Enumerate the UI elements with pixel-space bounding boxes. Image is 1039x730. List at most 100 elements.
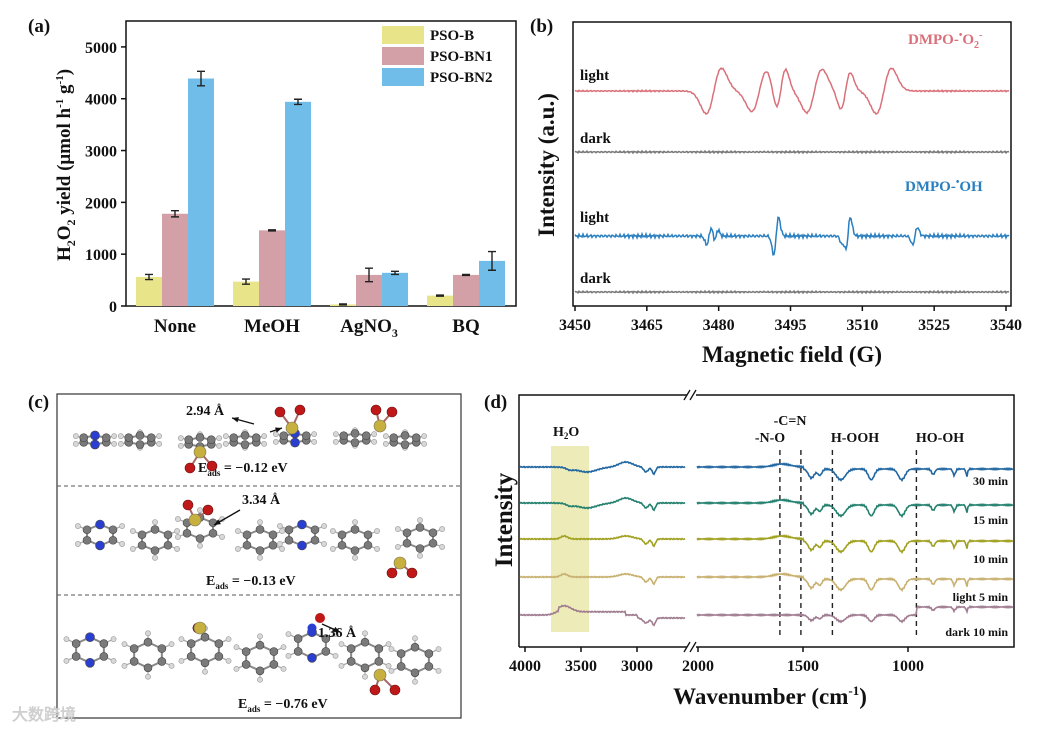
c-hydrogen-atom [222,440,229,447]
d-series-label: 15 min [973,513,1008,527]
c-hydrogen-atom [439,526,445,532]
c-carbon-atom [99,639,109,648]
a-xtick-label: None [154,316,196,337]
c-hydrogen-atom [177,435,184,442]
c-hydrogen-atom [225,636,232,643]
c-hydrogen-atom [388,667,395,674]
c-carbon-atom [415,523,425,532]
d-spectrum-10-min [519,534,1014,554]
c-carbon-atom [229,433,239,443]
c-carbon-atom [415,544,425,553]
c-hydrogen-atom [311,431,318,438]
b-dark-label-1: dark [580,131,612,147]
c-carbon-atom [163,530,173,540]
c-hydrogen-atom [421,433,428,440]
c-hydrogen-atom [233,644,240,651]
c-carbon-atom [163,540,173,550]
c-sulfur-atom [373,668,387,682]
c-carbon-atom [350,438,360,447]
a-bar-pso-bn1 [259,230,285,306]
c-carbon-atom [339,431,349,441]
c-oxygen-atom [369,684,381,696]
c-carbon-atom [242,530,252,540]
c-carbon-atom [269,660,279,669]
c-hydrogen-atom [257,554,263,561]
c-hydrogen-atom [63,636,70,643]
c-hydrogen-atom [197,542,203,549]
c-sulfur-atom [393,556,407,570]
c-carbon-atom [150,525,160,534]
a-error-bar [462,273,470,277]
c-arrow-head [333,626,340,632]
b-xtick-label: 3480 [703,317,735,334]
c-carbon-atom [374,644,384,653]
a-legend-swatch [382,26,424,44]
d-series-label: light 5 min [953,590,1009,604]
b-curve-oh-dark [574,289,1010,295]
c-carbon-atom [82,525,92,535]
c-carbon-atom [428,528,438,538]
c-carbon-atom [146,433,156,443]
c-carbon-atom [200,658,210,668]
a-error-bar [171,209,179,218]
a-legend-label: PSO-B [430,28,474,44]
c-carbon-atom [346,657,356,666]
c-hydrogen-atom [145,630,151,637]
c-hydrogen-atom [382,433,389,440]
d-series-label: 30 min [973,474,1008,488]
c-arrow-head [232,417,239,423]
c-carbon-atom [129,644,139,653]
c-energy-2: Eads = −0.13 eV [206,574,296,591]
c-hydrogen-atom [75,523,81,529]
a-ytick-label: 0 [109,299,117,316]
c-hydrogen-atom [235,528,241,534]
c-carbon-atom [214,639,224,648]
panel-d-xlabel: Wavenumber (cm-1) [673,683,867,709]
c-nitrogen-atom [290,437,300,448]
c-carbon-atom [255,546,265,555]
c-carbon-atom [346,644,356,653]
panel-d-ylabel: Intensity [491,472,518,567]
c-carbon-atom [195,433,205,442]
a-error-bar [488,250,496,271]
c-carbon-atom [374,657,384,666]
c-carbon-atom [284,525,294,535]
c-hydrogen-atom [330,546,336,552]
c-nitrogen-atom [90,430,100,441]
c-carbon-atom [363,540,373,550]
c-carbon-atom [310,525,320,535]
panel-a-ylabel: H2O2 yield (μmol h-1 g-1) [54,69,78,261]
c-hydrogen-atom [75,541,81,547]
d-axis-break-mark [683,389,691,401]
c-carbon-atom [350,525,360,534]
b-xtick-label: 3495 [775,317,807,334]
panel-c-frame [56,393,462,719]
c-carbon-atom [321,634,331,643]
c-hydrogen-atom [435,646,442,653]
c-carbon-atom [321,647,331,656]
c-hydrogen-atom [121,641,128,648]
c-carbon-atom [82,535,92,545]
c-carbon-atom [101,433,111,443]
c-carbon-atom [269,647,279,656]
d-break-gap-top [687,390,696,400]
d-band-h2o: H2O [553,425,579,441]
a-error-bar [145,273,153,281]
c-carbon-atom [337,530,347,540]
c-carbon-atom [99,652,109,661]
c-carbon-atom [200,632,210,642]
c-hydrogen-atom [362,630,368,637]
c-hydrogen-atom [72,433,79,440]
c-nitrogen-atom [297,519,307,530]
c-carbon-atom [184,435,194,445]
c-hydrogen-atom [279,546,285,552]
c-hydrogen-atom [311,438,318,445]
watermark-logo: 大数跨境 [12,705,76,724]
c-hydrogen-atom [277,523,283,529]
a-bar-pso-bn2 [382,272,408,306]
d-xtick-label: 1000 [892,658,924,675]
c-carbon-atom [71,652,81,661]
c-hydrogen-atom [412,635,418,642]
a-error-bar [268,229,276,232]
c-sulfur-atom [285,421,299,435]
